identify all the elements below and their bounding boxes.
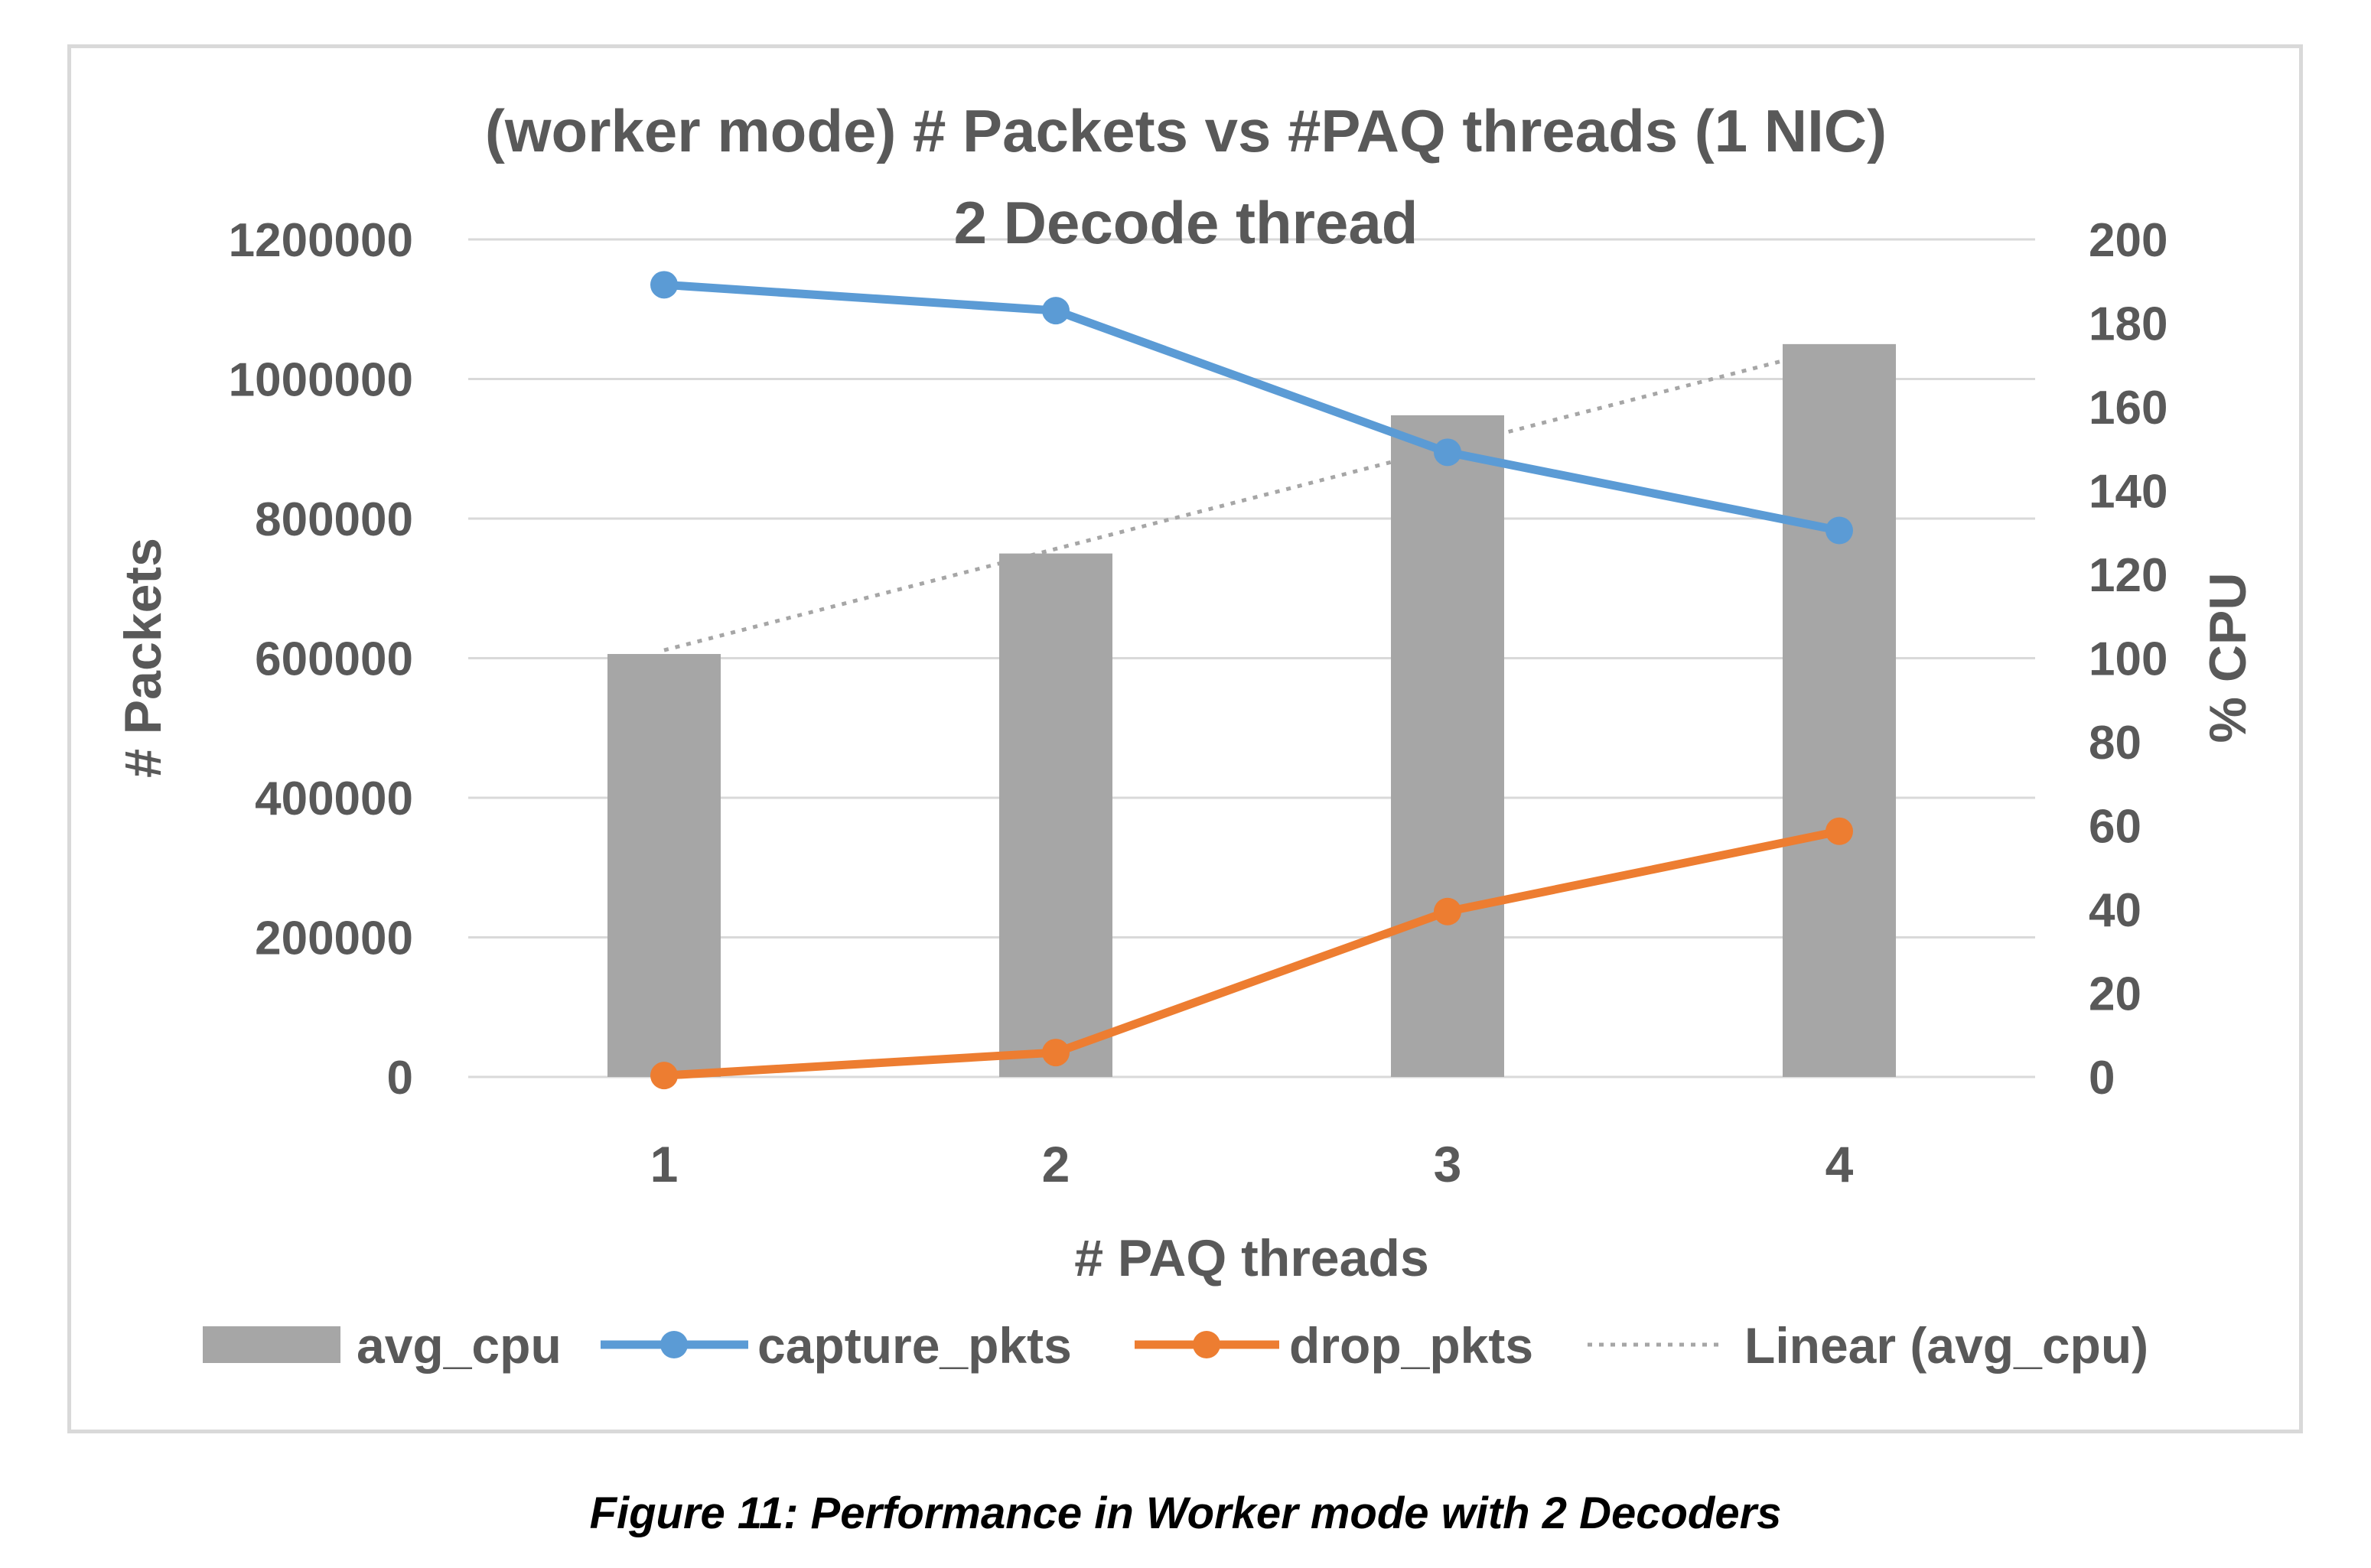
point-drop-pkts [650,1062,678,1090]
y2-tick-label: 80 [2089,717,2141,769]
line-drop-pkts [663,827,1841,1080]
point-capture-pkts [1042,297,1070,325]
legend-label-linear: Linear (avg_cpu) [1744,1317,2148,1374]
point-capture-pkts [1825,516,1853,545]
trendline-avg-cpu [663,344,1840,652]
x-tick-label: 1 [650,1136,679,1192]
bar-avg-cpu [607,654,721,1077]
y2-tick-label: 140 [2089,466,2167,519]
y-tick-label: 400000 [255,773,413,825]
bar-avg-cpu [999,553,1112,1077]
legend-swatch-avg-cpu [203,1326,340,1363]
bar-avg-cpu [1391,415,1504,1077]
y-tick-label: 200000 [255,912,413,965]
y2-tick-label: 40 [2089,884,2141,937]
point-drop-pkts [1434,897,1461,926]
x-axis-label: # PAQ threads [1074,1229,1429,1287]
legend-label-drop-pkts: drop_pkts [1289,1317,1533,1374]
y-tick-label: 0 [387,1052,413,1104]
figure-caption: Figure 11: Performance in Worker mode wi… [589,1488,1782,1538]
y-tick-label: 600000 [255,633,413,686]
chart-subtitle: 2 Decode thread [954,189,1418,256]
y2-tick-label: 100 [2089,633,2167,686]
point-drop-pkts [1825,817,1853,845]
chart-title: (worker mode) # Packets vs #PAQ threads … [485,97,1887,164]
legend-label-avg-cpu: avg_cpu [357,1317,562,1374]
y2-tick-label: 0 [2089,1052,2115,1104]
y-tick-label: 1200000 [229,214,413,267]
y-tick-label: 800000 [255,493,413,546]
point-capture-pkts [1434,438,1461,467]
y-tick-label: 1000000 [229,354,413,407]
y2-tick-label: 20 [2089,968,2141,1021]
legend-marker-capture-pkts [660,1331,688,1358]
y2-tick-label: 60 [2089,801,2141,854]
y2-axis-label: % CPU [2199,573,2257,743]
legend-marker-drop-pkts [1193,1331,1220,1358]
y-axis-label: # Packets [114,538,172,778]
y2-tick-label: 200 [2089,214,2167,267]
x-tick-label: 3 [1434,1136,1462,1192]
y2-tick-label: 180 [2089,298,2167,351]
legend-label-capture-pkts: capture_pkts [757,1317,1072,1374]
x-tick-label: 2 [1042,1136,1070,1192]
y2-tick-label: 120 [2089,549,2167,602]
bar-avg-cpu [1783,343,1896,1077]
point-drop-pkts [1042,1039,1070,1067]
x-tick-label: 4 [1825,1136,1854,1192]
chart-frame [67,44,2303,1433]
line-capture-pkts [663,280,1841,535]
y2-tick-label: 160 [2089,382,2167,434]
point-capture-pkts [650,271,678,299]
